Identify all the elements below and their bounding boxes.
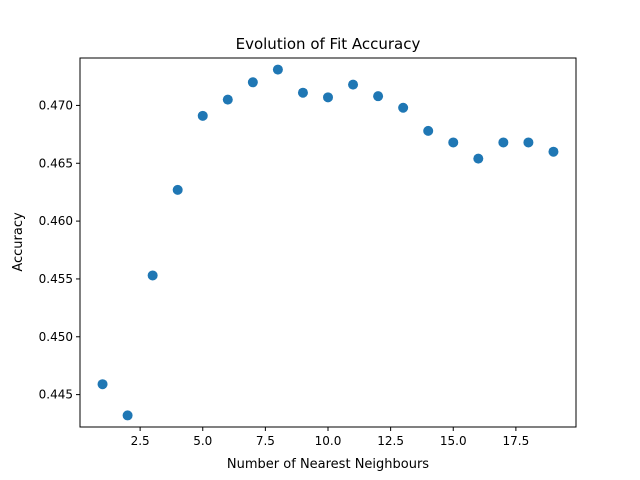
data-points	[97, 64, 559, 421]
axis-ticks: 2.5 5.0 7.5 10.0 12.5 15.0 17.5 0.445 0.450 0.455…	[39, 98, 530, 448]
x-tick-label: 2.5	[131, 434, 150, 448]
data-point	[398, 102, 409, 113]
y-tick-label: 0.455	[39, 272, 73, 286]
data-point	[222, 94, 233, 105]
x-tick-label: 10.0	[315, 434, 342, 448]
data-point	[448, 137, 459, 148]
y-tick-label: 0.460	[39, 214, 73, 228]
plot-frame	[79, 57, 577, 428]
y-tick-label: 0.450	[39, 330, 73, 344]
data-point	[323, 92, 333, 103]
y-axis-label: Accuracy	[11, 212, 26, 272]
data-point	[122, 410, 133, 421]
data-point	[373, 91, 384, 102]
x-tick-label: 5.0	[193, 434, 212, 448]
data-point	[247, 77, 258, 88]
data-point	[197, 110, 208, 121]
x-tick-label: 12.5	[377, 434, 404, 448]
data-point	[172, 184, 183, 195]
data-point	[348, 79, 359, 90]
x-axis-label: Number of Nearest Neighbours	[227, 457, 429, 472]
data-point	[548, 146, 559, 157]
data-point	[473, 153, 484, 164]
data-point	[523, 137, 534, 148]
x-tick-label: 7.5	[256, 434, 275, 448]
chart-title: Evolution of Fit Accuracy	[236, 35, 421, 53]
data-point	[297, 87, 308, 98]
x-tick-label: 15.0	[440, 434, 467, 448]
data-point	[147, 270, 158, 281]
x-tick-label: 17.5	[503, 434, 530, 448]
data-point	[97, 379, 108, 390]
y-tick-label: 0.445	[39, 388, 73, 402]
data-point	[272, 64, 283, 75]
y-tick-label: 0.470	[39, 98, 73, 112]
y-tick-label: 0.465	[39, 156, 73, 170]
data-point	[498, 137, 509, 148]
data-point	[423, 125, 434, 136]
